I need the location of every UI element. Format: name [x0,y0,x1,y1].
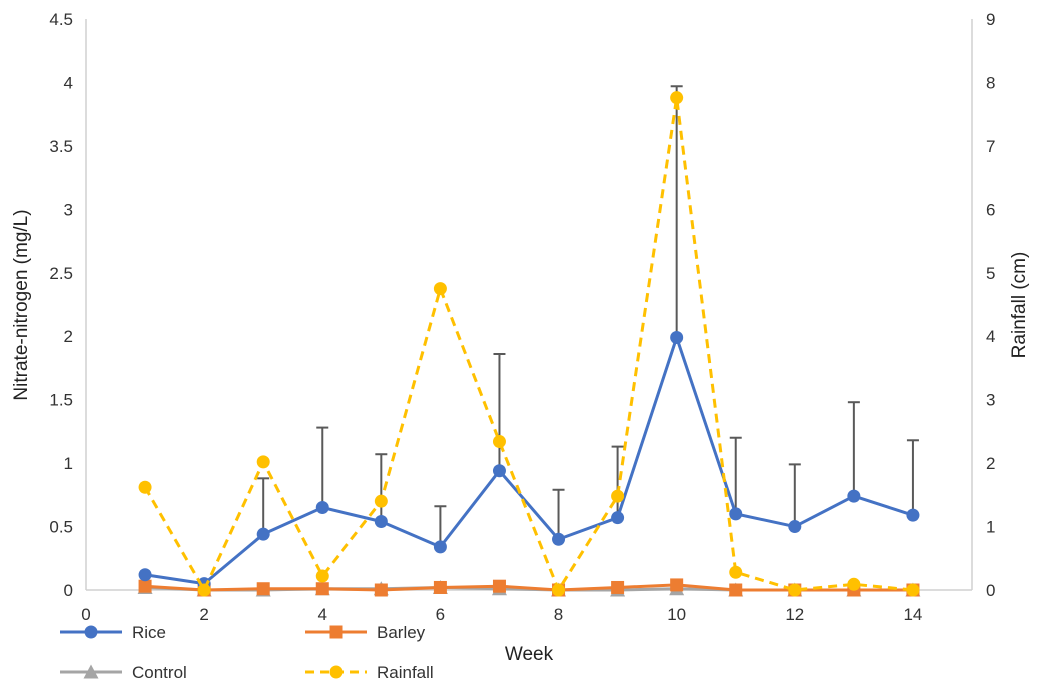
x-tick-label: 10 [667,605,686,624]
legend-label: Control [132,663,187,682]
right-y-tick-label: 6 [986,200,995,219]
x-tick-label: 0 [81,605,90,624]
right-y-tick-label: 8 [986,73,995,92]
legend-label: Barley [377,623,426,642]
left-y-tick-label: 1 [64,454,73,473]
data-point [729,583,743,597]
x-tick-label: 12 [785,605,804,624]
data-point [433,282,447,296]
legend: Rice Barley Control Rainfall [60,623,434,682]
data-point [256,455,270,469]
legend-label: Rainfall [377,663,434,682]
data-point [847,577,861,591]
left-y-tick-label: 4 [64,73,73,92]
data-point [138,568,152,582]
data-point [492,464,506,478]
legend-marker [83,664,99,679]
data-point [492,435,506,449]
series-line [144,583,913,592]
legend-item-barley: Barley [305,623,426,642]
right-y-tick-label: 9 [986,10,995,29]
data-point [906,508,920,522]
data-point [729,565,743,579]
data-point [670,578,684,592]
data-point [729,507,743,521]
series [137,91,921,597]
data-point [552,583,566,597]
data-point [611,489,625,503]
right-y-tick-label: 4 [986,327,995,346]
left-y-tick-label: 4.5 [49,10,73,29]
series-line [144,335,914,586]
data-point [670,91,684,105]
data-point [315,582,329,596]
right-y-tick-label: 1 [986,518,995,537]
series-barley [138,578,920,597]
right-y-tick-label: 0 [986,581,995,600]
data-point [611,511,625,525]
left-y-tick-label: 3.5 [49,137,73,156]
x-tick-label: 4 [318,605,327,624]
data-point [374,583,388,597]
x-tick-label: 6 [436,605,445,624]
series-rainfall [138,91,920,597]
data-point [374,494,388,508]
right-y-tick-label: 2 [986,454,995,473]
data-point [197,583,211,597]
data-point [374,514,388,528]
left-y-tick-label: 2 [64,327,73,346]
left-y-tick-label: 2.5 [49,264,73,283]
data-point [256,527,270,541]
x-tick-label: 2 [199,605,208,624]
legend-marker [329,665,343,679]
error-bars [257,85,919,547]
left-y-tick-label: 0 [64,581,73,600]
data-point [847,489,861,503]
data-point [433,540,447,554]
right-y-tick-label: 7 [986,137,995,156]
data-point [138,480,152,494]
data-point [433,580,447,594]
data-point [788,583,802,597]
series-rice [138,330,920,591]
legend-item-rice: Rice [60,623,166,642]
data-point [492,579,506,593]
data-point [138,579,152,593]
left-y-axis-title: Nitrate-nitrogen (mg/L) [11,209,32,400]
right-y-axis-title: Rainfall (cm) [1009,252,1030,359]
data-point [552,532,566,546]
data-point [906,583,920,597]
left-y-tick-label: 3 [64,200,73,219]
left-y-tick-label: 0.5 [49,518,73,537]
right-y-tick-label: 5 [986,264,995,283]
x-tick-label: 14 [903,605,922,624]
data-point [256,582,270,596]
left-y-tick-label: 1.5 [49,391,73,410]
legend-item-control: Control [60,663,187,682]
legend-item-rainfall: Rainfall [305,663,434,682]
data-point [315,501,329,515]
data-point [788,520,802,534]
data-point [315,569,329,583]
legend-label: Rice [132,623,166,642]
data-point [611,580,625,594]
legend-marker [84,625,98,639]
x-tick-label: 8 [554,605,563,624]
x-axis-title: Week [505,644,554,665]
series-line [143,96,914,592]
legend-marker [329,625,343,639]
data-point [670,330,684,344]
right-y-tick-label: 3 [986,391,995,410]
